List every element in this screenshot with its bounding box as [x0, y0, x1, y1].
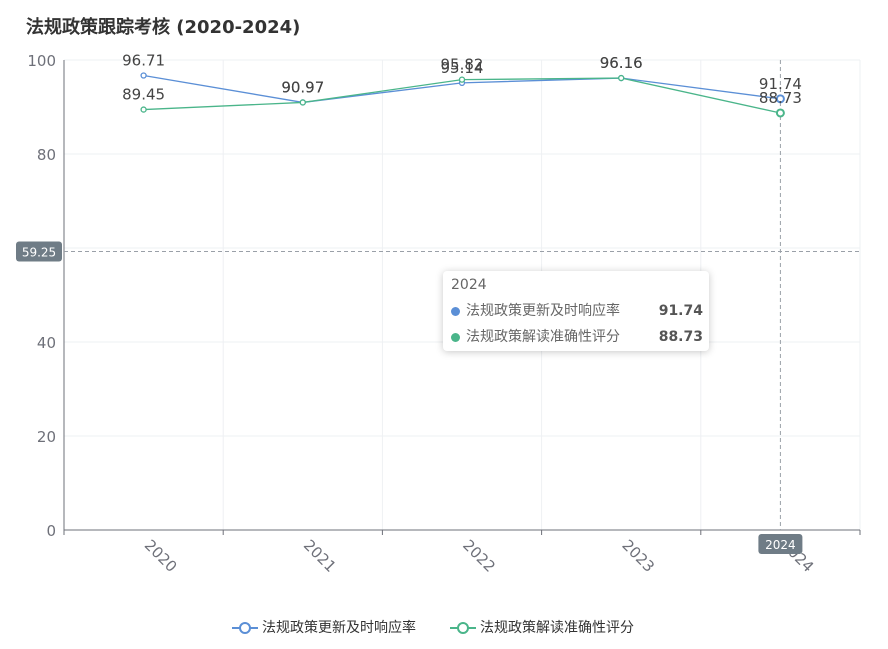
tooltip-row: 法规政策解读准确性评分 88.73 [451, 327, 703, 347]
data-point [775, 94, 785, 104]
crosshair-y-badge-text: 59.25 [22, 246, 56, 260]
data-label: 95.14 [441, 59, 484, 77]
x-tick-label: 2021 [300, 536, 340, 576]
x-tick-label: 2023 [618, 536, 658, 576]
legend-line-circle-icon [450, 622, 476, 634]
data-point [299, 99, 306, 106]
data-label: 90.97 [281, 78, 324, 96]
data-point [458, 76, 466, 83]
tooltip-series-value: 91.74 [658, 303, 703, 319]
legend-line-circle-icon [232, 622, 258, 634]
data-label: 96.16 [600, 54, 643, 72]
chart-tooltip: 2024 法规政策更新及时响应率 91.74 法规政策解读准确性评分 88.73 [443, 271, 709, 351]
data-label: 96.16 [600, 54, 643, 72]
y-tick-label: 40 [37, 334, 56, 352]
y-tick-label: 0 [46, 522, 56, 540]
crosshair-x-badge-text: 2024 [765, 538, 796, 552]
crosshair-y-badge [16, 241, 62, 262]
data-label: 95.82 [441, 56, 484, 74]
data-point [140, 72, 147, 79]
tooltip-title: 2024 [451, 277, 487, 293]
legend-label: 法规政策解读准确性评分 [480, 620, 634, 636]
data-label: 91.74 [759, 75, 802, 93]
legend-label: 法规政策更新及时响应率 [262, 620, 416, 636]
data-point [618, 74, 625, 82]
chart-title: 法规政策跟踪考核 (2020-2024) [26, 17, 301, 38]
y-tick-label: 20 [37, 428, 56, 446]
x-tick-label: 2022 [459, 536, 499, 576]
tooltip-series-value: 88.73 [658, 329, 703, 345]
y-tick-label: 100 [27, 52, 56, 70]
tooltip-row: 法规政策更新及时响应率 91.74 [451, 301, 703, 321]
data-point [140, 106, 147, 113]
data-label: 90.97 [281, 78, 324, 96]
series-color-dot [451, 307, 460, 316]
data-label: 96.71 [122, 51, 165, 69]
y-tick-label: 80 [37, 146, 56, 164]
chart-legend: 法规政策更新及时响应率 法规政策解读准确性评分 [0, 617, 888, 639]
x-tick-label: 2020 [141, 536, 181, 576]
data-label: 88.73 [759, 89, 802, 107]
tooltip-series-name: 法规政策更新及时响应率 [466, 303, 620, 319]
data-label: 89.45 [122, 86, 165, 104]
series-color-dot [451, 333, 460, 342]
crosshair-x-badge [758, 534, 803, 554]
data-point [775, 108, 785, 118]
tooltip-series-name: 法规政策解读准确性评分 [466, 329, 620, 345]
